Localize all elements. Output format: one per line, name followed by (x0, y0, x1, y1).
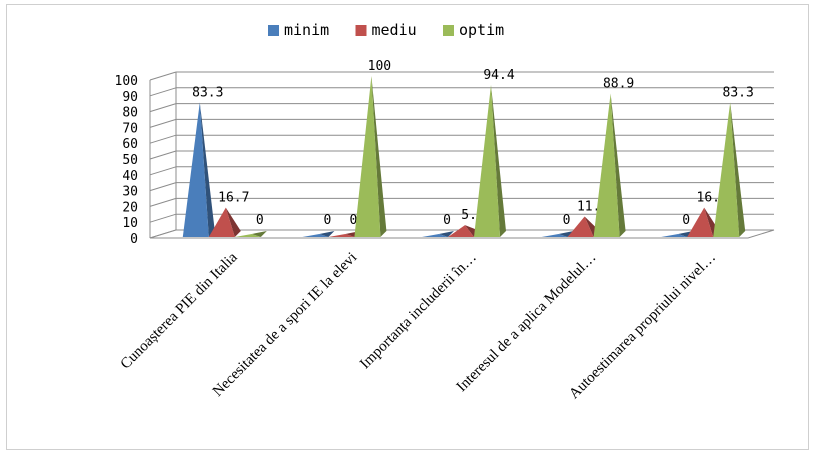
pyramid-bar-minim (302, 234, 329, 237)
pyramid-bar-optim (474, 84, 500, 238)
data-label: 0 (443, 213, 451, 228)
data-label: 0 (349, 213, 357, 228)
pyramid-bar-optim (713, 102, 740, 237)
pyramid-side-minim (439, 231, 454, 237)
data-label: 83.3 (723, 85, 754, 100)
data-label: 88.9 (603, 77, 634, 92)
gridline-diagonal (149, 182, 177, 192)
pyramid-bar-minim (541, 234, 568, 237)
y-tick-label: 0 (130, 232, 138, 247)
data-label: 100 (368, 59, 391, 74)
gridline-diagonal (149, 103, 177, 113)
data-label: 83.3 (192, 85, 223, 100)
legend-swatch-optim (443, 25, 454, 36)
data-label: 16.7 (218, 191, 249, 206)
pyramid-side-optim (371, 76, 387, 237)
gridline-diagonal (149, 118, 177, 128)
y-tick-label: 40 (122, 169, 138, 184)
y-tick-label: 50 (122, 153, 138, 168)
pyramid-bar-minim (661, 234, 688, 237)
pyramid-side-optim (251, 231, 267, 237)
category-label: Importanța includerii în… (357, 250, 480, 373)
category-label: Autoestimarea propriului nivel… (566, 250, 719, 403)
gridline-diagonal (149, 71, 177, 81)
pyramid-side-optim (610, 93, 626, 238)
y-tick-label: 60 (122, 137, 138, 152)
pyramid-side-mediu (225, 207, 241, 237)
category-label: Necesitatea de a spori IE la elevi (210, 250, 360, 400)
category-label: Interesul de a aplica Modelul… (454, 250, 600, 396)
data-label: 0 (682, 213, 690, 228)
legend-swatch-minim (268, 25, 279, 36)
pyramid-side-minim (319, 231, 335, 237)
pyramid-bar-mediu (567, 216, 594, 237)
pyramid-bar-optim (234, 234, 261, 237)
pyramid-side-minim (199, 102, 215, 237)
pyramid-bar-minim (182, 102, 209, 237)
pyramid-bar-mediu (328, 234, 355, 237)
pyramid-bar-mediu (448, 225, 474, 237)
category-label: Cunoașterea PIE din Italia (118, 249, 241, 372)
gridline-diagonal (149, 87, 177, 97)
y-tick-label: 10 (122, 216, 138, 231)
legend-swatch-mediu (355, 25, 367, 36)
pyramid-bar-optim (354, 76, 381, 237)
data-label: 94.4 (483, 68, 514, 83)
pyramid-side-optim (730, 102, 746, 237)
pyramid-bar-optim (593, 93, 620, 238)
pyramid-side-minim (558, 231, 574, 237)
legend-label: optim (459, 21, 504, 39)
pyramid-bar-mediu (687, 207, 714, 237)
pyramid-side-optim (491, 84, 506, 238)
data-label: 0 (323, 213, 331, 228)
legend-label: minim (284, 21, 329, 39)
gridline-diagonal (149, 150, 177, 160)
y-tick-label: 30 (122, 185, 138, 200)
chart-frame (6, 4, 809, 450)
pyramid-bar-mediu (208, 207, 235, 237)
gridline-diagonal (149, 134, 177, 144)
y-tick-label: 90 (122, 90, 138, 105)
pyramid-side-minim (678, 231, 694, 237)
gridline-diagonal (149, 213, 177, 223)
gridline-diagonal (149, 197, 177, 207)
y-tick-label: 70 (122, 121, 138, 136)
legend-label: mediu (372, 21, 417, 39)
data-label: 0 (563, 213, 571, 228)
pyramid-bar-minim (422, 234, 448, 237)
y-tick-label: 100 (115, 74, 138, 89)
gridline-diagonal (149, 166, 177, 176)
y-tick-label: 20 (122, 200, 138, 215)
data-label: 0 (256, 213, 264, 228)
y-tick-label: 80 (122, 106, 138, 121)
